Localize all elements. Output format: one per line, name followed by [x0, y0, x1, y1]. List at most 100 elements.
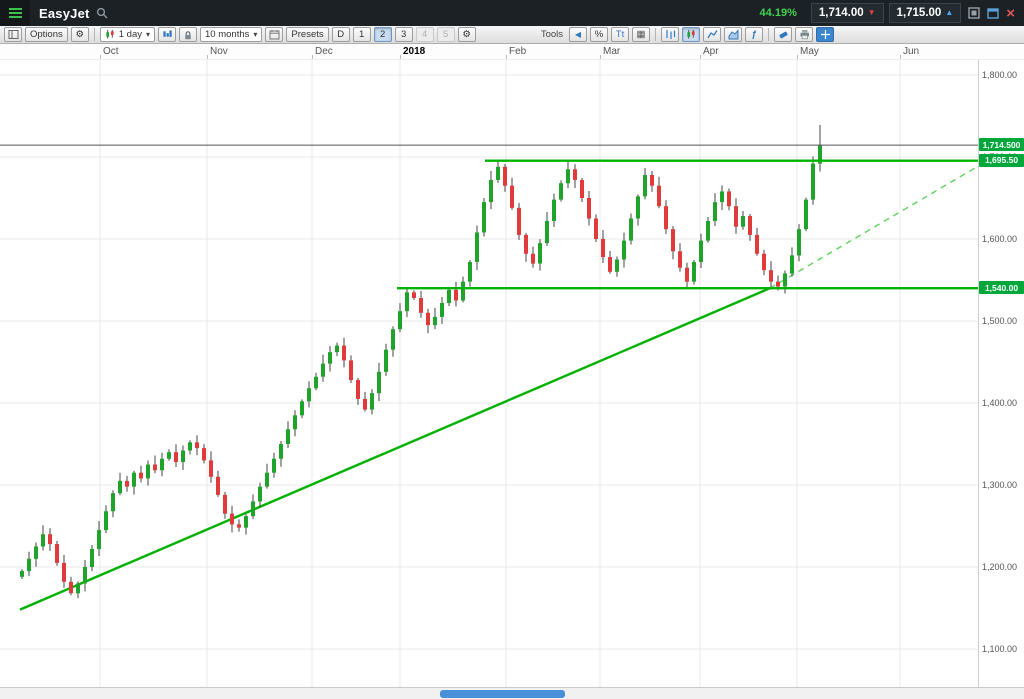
up-arrow-icon: ▲ — [945, 8, 954, 17]
chart-area: 1,800.001,700.001,600.001,500.001,400.00… — [0, 60, 1024, 687]
layout-panel-button[interactable] — [4, 27, 22, 42]
candlestick-chart[interactable] — [0, 60, 978, 687]
month-label: Oct — [103, 46, 119, 57]
presets-button[interactable]: Presets — [286, 27, 329, 42]
chart-toolbar: Options ⚙ 1 day ▾ 10 months ▾ Presets D … — [0, 26, 1024, 44]
period-value: 1 day — [118, 29, 142, 40]
candle-icon — [687, 29, 695, 39]
bar-chart-type-button[interactable] — [661, 27, 679, 42]
toolbar-separator — [768, 28, 769, 41]
percent-scale-button[interactable]: % — [590, 27, 608, 42]
chart-settings-button[interactable]: ⚙ — [457, 27, 476, 42]
layout-1-button[interactable]: 1 — [352, 27, 371, 42]
crosshair-icon — [820, 30, 830, 39]
lock-button[interactable] — [179, 27, 198, 42]
y-axis-label: 1,800.00 — [982, 70, 1018, 80]
x-axis-tick — [400, 55, 401, 59]
title-bar: EasyJet 44.19% 1,714.00 ▼ 1,715.00 ▲ × — [0, 0, 1024, 26]
area-chart-type-button[interactable] — [724, 27, 742, 42]
layout-5-button[interactable]: 5 — [436, 27, 455, 42]
close-icon[interactable]: × — [1006, 4, 1015, 22]
toolbar-separator — [93, 28, 95, 41]
settings-button[interactable]: ⚙ — [70, 27, 89, 42]
options-button[interactable]: Options — [25, 27, 68, 42]
month-label: Apr — [703, 46, 719, 57]
down-arrow-icon: ▼ — [867, 8, 876, 17]
layout-icon — [8, 30, 18, 39]
eraser-button[interactable] — [774, 27, 792, 42]
function-icon: ƒ — [751, 28, 757, 40]
interval-daily-button[interactable]: D — [331, 27, 350, 42]
grid-icon: ▦ — [636, 28, 646, 40]
month-label: May — [800, 46, 819, 57]
arrow-left-icon: ◀ — [574, 29, 582, 39]
interval-label: D — [337, 29, 345, 40]
layout-2-button[interactable]: 2 — [373, 27, 392, 42]
layout-3-button[interactable]: 3 — [394, 27, 413, 42]
text-tool-label: Tt — [615, 29, 625, 40]
price-badge: 1,540.00 — [979, 281, 1024, 295]
period-select[interactable]: 1 day ▾ — [99, 27, 156, 42]
price-axis[interactable]: 1,800.001,700.001,600.001,500.001,400.00… — [978, 60, 1024, 687]
sell-price-button[interactable]: 1,714.00 ▼ — [810, 3, 884, 23]
grid-toggle-button[interactable]: ▦ — [632, 27, 650, 42]
crosshair-button[interactable] — [816, 27, 834, 42]
indicators-button[interactable]: ƒ — [745, 27, 763, 42]
candle-icon — [106, 29, 114, 39]
buy-price-button[interactable]: 1,715.00 ▲ — [888, 3, 962, 23]
x-axis-tick — [600, 55, 601, 59]
new-window-icon[interactable] — [987, 7, 999, 19]
popout-icon[interactable] — [968, 7, 980, 19]
price-badge: 1,695.50 — [979, 153, 1024, 167]
month-label: Mar — [603, 46, 621, 57]
calendar-button[interactable] — [265, 27, 284, 42]
percent-label: % — [594, 29, 604, 40]
date-axis[interactable]: Oct Nov Dec 2018 Feb Mar Apr May Jun — [0, 44, 1024, 60]
scrollbar-thumb[interactable] — [440, 690, 565, 698]
interval-label: 3 — [400, 29, 407, 40]
toolbar-separator — [655, 28, 656, 41]
x-axis-tick — [207, 55, 208, 59]
chart-style-button[interactable] — [158, 27, 177, 42]
lock-icon — [185, 30, 191, 39]
tools-label: Tools — [540, 29, 563, 40]
change-percent: 44.19% — [759, 7, 797, 19]
interval-label: 2 — [379, 29, 386, 40]
x-axis-tick — [700, 55, 701, 59]
y-axis-label: 1,200.00 — [982, 562, 1018, 572]
sell-price: 1,714.00 — [818, 7, 864, 19]
calendar-icon — [269, 30, 280, 40]
range-select[interactable]: 10 months ▾ — [200, 27, 263, 42]
hamburger-icon — [8, 8, 22, 10]
presets-label: Presets — [291, 29, 324, 40]
plot-area[interactable] — [0, 60, 978, 687]
y-axis-label: 1,500.00 — [982, 316, 1018, 326]
search-icon[interactable] — [96, 7, 108, 19]
chart-style-icon — [163, 30, 172, 37]
options-label: Options — [30, 29, 63, 40]
text-tool-button[interactable]: Tt — [611, 27, 629, 42]
month-label: Dec — [315, 46, 333, 57]
y-axis-label: 1,300.00 — [982, 480, 1018, 490]
gear-icon: ⚙ — [75, 28, 85, 40]
month-label: Feb — [509, 46, 527, 57]
instrument-name: EasyJet — [39, 5, 90, 21]
gear-icon: ⚙ — [462, 28, 471, 40]
print-button[interactable] — [795, 27, 813, 42]
hamburger-menu-button[interactable] — [0, 0, 30, 26]
layout-4-button[interactable]: 4 — [415, 27, 434, 42]
back-button[interactable]: ◀ — [569, 27, 587, 42]
x-axis-tick — [506, 55, 507, 59]
month-label: Jun — [903, 46, 920, 57]
interval-label: 4 — [421, 29, 428, 40]
interval-label: 1 — [358, 29, 365, 40]
eraser-icon — [778, 31, 788, 39]
line-chart-type-button[interactable] — [703, 27, 721, 42]
print-icon — [800, 30, 809, 40]
x-axis-tick — [900, 55, 901, 59]
tools-cluster: Tools ◀ % Tt ▦ ƒ — [541, 27, 834, 42]
horizontal-scrollbar[interactable] — [0, 687, 1024, 699]
candlestick-type-button[interactable] — [682, 27, 700, 42]
x-axis-tick — [100, 55, 101, 59]
month-label: 2018 — [403, 46, 426, 57]
